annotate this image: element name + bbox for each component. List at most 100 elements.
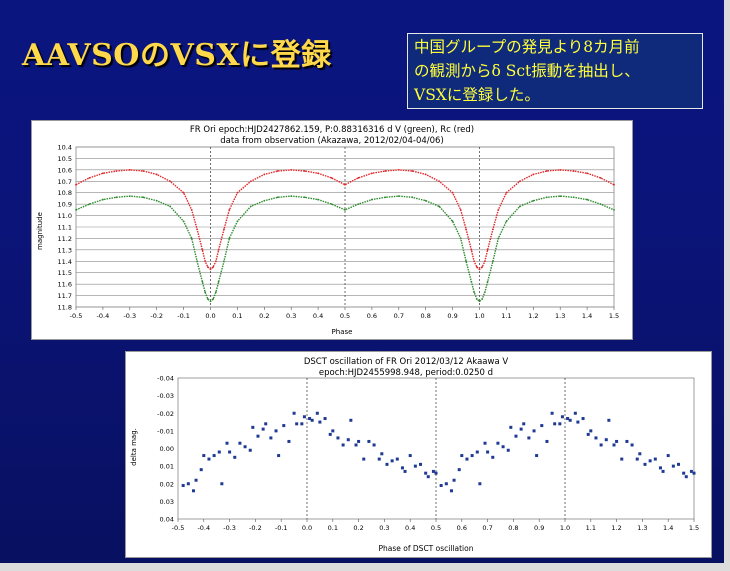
chart1-xtick-label: 0.1 [232, 312, 242, 320]
chart1-point [424, 173, 427, 176]
chart2-ytick-label: 0.04 [160, 516, 174, 524]
chart1-point [492, 228, 494, 231]
chart2-xtick-label: 1.4 [663, 524, 673, 532]
frame-right-edge [724, 0, 730, 571]
chart1-point [344, 183, 346, 186]
chart1-point [438, 205, 441, 208]
chart1-point [478, 268, 481, 271]
chart2-xtick-label: 1.2 [611, 524, 621, 532]
chart2-point [341, 443, 345, 447]
chart2-ytick-label: -0.04 [157, 375, 174, 383]
chart2-point [535, 454, 539, 458]
chart1-point [102, 198, 104, 201]
chart2-xtick-label: 0.9 [534, 524, 544, 532]
chart1-point [228, 208, 231, 211]
chart1-point [128, 195, 131, 198]
chart2-point [607, 418, 611, 422]
chart1-point [505, 220, 508, 223]
chart1-point [483, 291, 486, 294]
chart2-point [207, 457, 211, 461]
chart2-xtick-label: 1.5 [689, 524, 699, 532]
chart1-point [559, 195, 562, 198]
chart1-ytick-label: 11.6 [58, 281, 72, 289]
chart2-point [336, 436, 340, 440]
chart2-point [560, 415, 564, 419]
chart1-xtick-label: 1.3 [555, 312, 565, 320]
chart1-point [465, 260, 467, 263]
note-line-1: 中国グループの発見より8カ月前 [414, 38, 640, 56]
chart2-point [362, 457, 366, 461]
chart2-point [310, 418, 314, 422]
chart2-point [444, 482, 448, 486]
chart1-xtick-label: 0.8 [421, 312, 431, 320]
chart1-point [613, 208, 615, 211]
chart1-point [206, 266, 209, 268]
chart1-point [481, 266, 484, 268]
chart1-point [190, 237, 193, 240]
chart1-point [182, 191, 185, 194]
chart1-point [478, 300, 481, 303]
chart1-point [545, 170, 548, 172]
chart1-point [263, 199, 266, 202]
chart2-point [225, 441, 229, 445]
chart2-point [282, 424, 286, 428]
chart2-point [419, 462, 423, 466]
chart2-point [501, 445, 505, 449]
chart2-point [566, 417, 570, 421]
chart1-xtick-label: 0.4 [313, 312, 323, 320]
chart1-point [217, 248, 220, 251]
chart2-xtick-label: 0.2 [353, 524, 363, 532]
chart2-point [377, 457, 381, 461]
chart2-point [452, 478, 456, 482]
chart2-point [308, 417, 312, 421]
chart2-point [220, 482, 224, 486]
chart2-point [256, 434, 260, 438]
chart2-point [594, 436, 598, 440]
chart1-point [397, 168, 400, 171]
chart1-point [518, 180, 521, 183]
chart1-point [459, 237, 462, 240]
chart2-ytick-label: 0.01 [160, 463, 174, 471]
chart1-point [438, 180, 441, 183]
chart1-xtick-label: -0.1 [177, 312, 190, 320]
chart2-xtick-label: 0.5 [431, 524, 441, 532]
chart1-point [190, 208, 193, 211]
chart2-point [238, 441, 242, 445]
chart2-point [661, 469, 665, 473]
chart1-point [572, 170, 575, 172]
chart1-point [473, 291, 476, 294]
chart1-ytick-label: 11.2 [58, 235, 72, 243]
chart1-point [206, 298, 209, 300]
chart1-ytick-label: 11.4 [58, 258, 72, 266]
chart2-point [261, 427, 265, 431]
chart1-point [465, 228, 467, 231]
chart2-point [318, 420, 322, 424]
chart2-point [346, 438, 350, 442]
chart1-point [599, 203, 602, 206]
chart1-point [330, 203, 333, 206]
chart1-point [613, 183, 615, 186]
chart2-point [251, 425, 255, 429]
chart1-xtick-label: 0.3 [286, 312, 296, 320]
chart2-ytick-label: 0.02 [160, 480, 174, 488]
chart1-point [357, 203, 360, 206]
chart1-point [228, 237, 231, 240]
chart1-point [155, 199, 158, 202]
chart1-point [217, 280, 220, 283]
chart1-point [276, 170, 279, 172]
chart1-point [545, 196, 548, 199]
chart1-title: FR Ori epoch:HJD2427862.159, P:0.8831631… [190, 125, 474, 135]
chart1-point [586, 198, 588, 201]
chart2-ytick-label: -0.01 [157, 427, 174, 435]
chart2-point [689, 469, 693, 473]
chart2-point [658, 466, 662, 470]
chart2-point [514, 434, 518, 438]
chart1-point [212, 266, 215, 268]
chart1-point [115, 170, 118, 172]
chart2-point [496, 441, 500, 445]
chart2-point [522, 422, 526, 426]
chart2-point [615, 439, 619, 443]
chart2-point [581, 417, 585, 421]
chart1-ytick-label: 11.8 [58, 304, 72, 312]
chart2-point [483, 441, 487, 445]
